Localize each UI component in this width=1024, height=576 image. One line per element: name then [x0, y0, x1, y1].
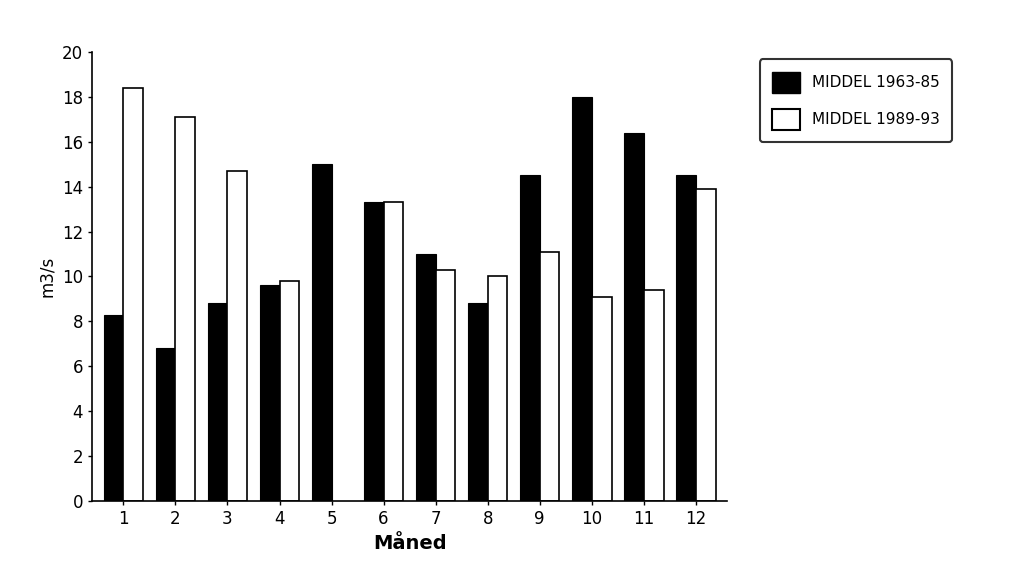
Bar	[676, 176, 696, 501]
X-axis label: Måned: Måned	[373, 534, 446, 553]
Bar	[156, 348, 175, 501]
Bar	[311, 164, 332, 501]
Legend: MIDDEL 1963-85, MIDDEL 1989-93: MIDDEL 1963-85, MIDDEL 1989-93	[760, 59, 952, 142]
Bar	[260, 286, 280, 501]
Bar	[227, 171, 247, 501]
Bar	[468, 304, 487, 501]
Bar	[644, 290, 664, 501]
Bar	[487, 276, 508, 501]
Bar	[384, 202, 403, 501]
Bar	[520, 176, 540, 501]
Bar	[416, 254, 435, 501]
Bar	[123, 88, 143, 501]
Bar	[175, 117, 196, 501]
Bar	[696, 189, 716, 501]
Y-axis label: m3/s: m3/s	[38, 256, 56, 297]
Bar	[103, 314, 123, 501]
Bar	[280, 281, 299, 501]
Bar	[208, 304, 227, 501]
Bar	[364, 202, 384, 501]
Bar	[540, 252, 559, 501]
Bar	[592, 297, 611, 501]
Bar	[624, 132, 644, 501]
Bar	[572, 97, 592, 501]
Bar	[435, 270, 456, 501]
